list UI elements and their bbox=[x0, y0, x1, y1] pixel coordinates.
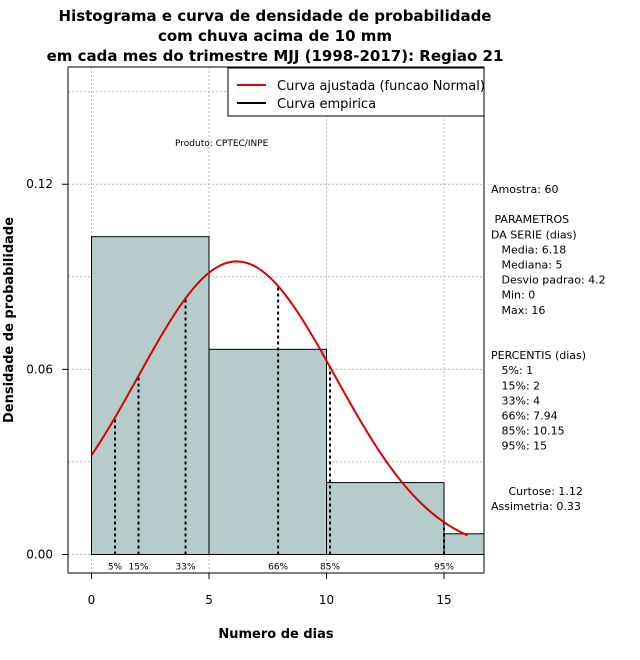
percentile-label: 66% bbox=[268, 562, 288, 572]
percentile-label: 5% bbox=[108, 562, 123, 572]
stats-line: Mediana: 5 bbox=[491, 259, 562, 272]
stats-line: Min: 0 bbox=[491, 289, 535, 302]
axes: 0 5 10 15 0.00 0.06 0.12 Numero de dias Densidad… bbox=[2, 66, 485, 642]
chart-title: Histograma e curva de densidade de proba… bbox=[47, 7, 504, 65]
percentile-lines: 5% 15% 33% 66% 85% 95% bbox=[108, 286, 454, 572]
x-tick-label: 5 bbox=[205, 593, 213, 607]
x-tick-label: 15 bbox=[436, 593, 451, 607]
stats-line: Desvio padrao: 4.2 bbox=[491, 274, 606, 287]
stats-line: 95%: 15 bbox=[491, 440, 547, 453]
histogram-bar bbox=[443, 533, 484, 555]
y-tick-label: 0.12 bbox=[26, 177, 53, 191]
stats-line: 15%: 2 bbox=[491, 379, 540, 392]
stats-line: 33%: 4 bbox=[491, 394, 540, 407]
y-tick-label: 0.00 bbox=[26, 547, 53, 561]
percentile-label: 33% bbox=[176, 562, 196, 572]
stats-line: PERCENTIS (dias) bbox=[491, 349, 586, 362]
stats-line: 5%: 1 bbox=[491, 364, 533, 377]
chart-title-line: Histograma e curva de densidade de proba… bbox=[59, 7, 492, 25]
histogram-bar bbox=[326, 482, 445, 555]
stats-line: Assimetria: 0.33 bbox=[491, 500, 581, 513]
histogram-bars bbox=[91, 236, 484, 555]
y-tick-label: 0.06 bbox=[26, 362, 53, 376]
normal-curve bbox=[90, 260, 468, 537]
stats-line: Amostra: 60 bbox=[491, 183, 558, 196]
legend-label: Curva empirica bbox=[277, 97, 376, 112]
legend-label: Curva ajustada (funcao Normal) bbox=[277, 79, 485, 94]
stats-line: Media: 6.18 bbox=[491, 243, 566, 256]
stats-line: 85%: 10.15 bbox=[491, 425, 565, 438]
stats-line: Curtose: 1.12 bbox=[491, 485, 583, 498]
x-tick-label: 0 bbox=[88, 593, 96, 607]
percentile-label: 95% bbox=[434, 562, 454, 572]
chart-title-line: em cada mes do trimestre MJJ (1998-2017)… bbox=[47, 47, 504, 65]
legend: Curva ajustada (funcao Normal) Curva empi… bbox=[227, 67, 485, 117]
y-axis-label: Densidade de probabilidade bbox=[2, 217, 17, 423]
percentile-label: 85% bbox=[320, 562, 340, 572]
stats-line: 66%: 7.94 bbox=[491, 410, 558, 423]
stats-panel: Amostra: 60 PARAMETROS DA SERIE (dias) Me… bbox=[491, 183, 606, 513]
product-annotation: Produto: CPTEC/INPE bbox=[175, 139, 269, 149]
stats-line: Max: 16 bbox=[491, 304, 545, 317]
stats-line: DA SERIE (dias) bbox=[491, 228, 577, 241]
histogram-bar bbox=[91, 236, 210, 555]
x-tick-label: 10 bbox=[319, 593, 334, 607]
percentile-label: 15% bbox=[129, 562, 149, 572]
chart-title-line: com chuva acima de 10 mm bbox=[158, 27, 392, 45]
stats-line: PARAMETROS bbox=[491, 213, 569, 226]
legend-box bbox=[227, 67, 485, 117]
x-axis-label: Numero de dias bbox=[218, 627, 334, 642]
plot-frame bbox=[67, 66, 485, 574]
histogram-bar bbox=[208, 348, 328, 555]
normal-curve-line bbox=[90, 260, 468, 537]
